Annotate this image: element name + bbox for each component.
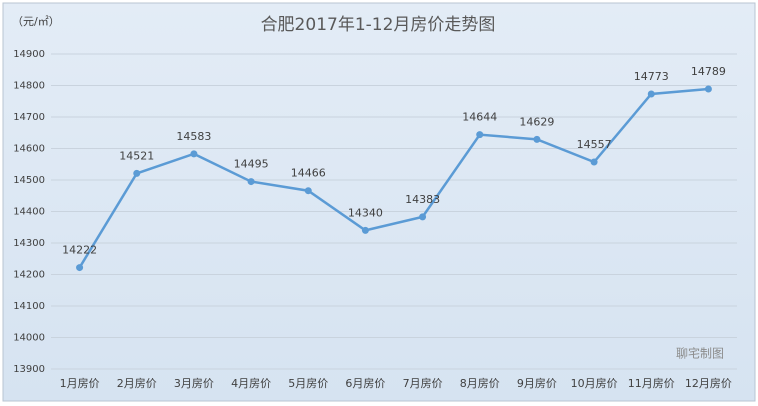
y-tick-label: 14500	[13, 175, 45, 186]
y-tick-label: 14600	[13, 144, 45, 155]
y-tick-label: 14000	[13, 333, 45, 344]
data-label: 14773	[634, 70, 669, 83]
point	[476, 131, 484, 139]
point	[647, 90, 655, 98]
y-tick-label: 14700	[13, 112, 45, 123]
point	[247, 178, 255, 186]
data-label: 14557	[577, 138, 612, 151]
point	[304, 187, 312, 195]
point	[190, 150, 198, 158]
point	[533, 135, 541, 143]
data-label: 14629	[519, 115, 554, 128]
data-label: 14222	[62, 244, 97, 257]
watermark: 聊宅制图	[676, 346, 724, 361]
y-tick-label: 13900	[13, 364, 45, 375]
unit-label: （元/㎡）	[12, 15, 60, 28]
y-tick-label: 14200	[13, 270, 45, 281]
point	[76, 264, 84, 272]
line	[78, 87, 709, 269]
x-tick-label: 3月房价	[174, 377, 214, 390]
x-tick-label: 5月房价	[288, 377, 328, 390]
data-label: 14789	[691, 65, 726, 78]
data-label: 14521	[119, 149, 154, 162]
point	[419, 213, 427, 221]
point	[590, 158, 598, 166]
x-tick-label: 11月房价	[628, 377, 675, 390]
y-tick-label: 14300	[13, 238, 45, 249]
y-tick-label: 14900	[13, 49, 45, 60]
x-tick-label: 6月房价	[345, 377, 385, 390]
point	[704, 85, 712, 93]
y-tick-label: 14400	[13, 207, 45, 218]
data-label: 14583	[176, 130, 211, 143]
data-label: 14466	[291, 167, 326, 180]
data-label: 14644	[462, 111, 497, 124]
x-tick-label: 9月房价	[517, 377, 557, 390]
data-label: 14383	[405, 193, 440, 206]
x-tick-label: 7月房价	[403, 377, 443, 390]
y-tick-label: 14800	[13, 81, 45, 92]
point	[361, 226, 369, 234]
data-label: 14495	[234, 158, 269, 171]
data-label: 14340	[348, 206, 383, 219]
chart-title: 合肥2017年1-12月房价走势图	[261, 15, 496, 35]
x-tick-label: 12月房价	[685, 377, 732, 390]
x-tick-label: 1月房价	[60, 377, 100, 390]
x-tick-label: 10月房价	[571, 377, 618, 390]
x-tick-label: 4月房价	[231, 377, 271, 390]
x-tick-label: 8月房价	[460, 377, 500, 390]
x-tick-label: 2月房价	[117, 377, 157, 390]
y-tick-label: 14100	[13, 301, 45, 312]
point	[133, 169, 141, 177]
